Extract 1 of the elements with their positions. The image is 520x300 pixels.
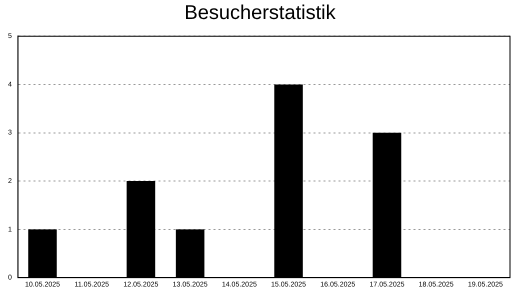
chart-title: Besucherstatistik	[183, 1, 337, 26]
